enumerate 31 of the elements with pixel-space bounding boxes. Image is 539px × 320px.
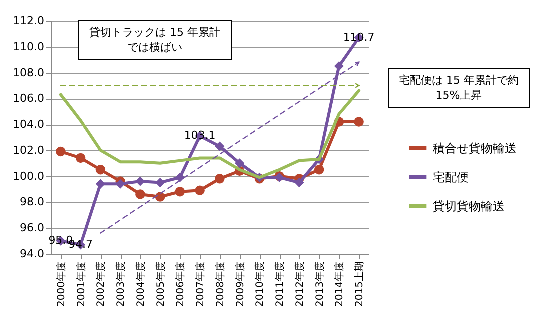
x-tick-label: 2015上期 [354, 262, 366, 307]
y-tick-label: 98.0 [20, 196, 44, 209]
x-tick-label: 2005年度 [154, 262, 167, 307]
annotation: 貸切トラックは 15 年累計では横ばい [78, 20, 232, 60]
y-tick-label: 96.0 [20, 222, 44, 235]
y-tick-label: 94.0 [20, 248, 44, 260]
x-tick-label: 2014年度 [334, 262, 346, 307]
legend-label: 積合せ貨物輸送 [433, 142, 517, 156]
text: 宅配便は 15 年累計で約 15%上昇 [388, 68, 530, 108]
x-tick-label: 2001年度 [75, 262, 88, 307]
x-tick-label: 2013年度 [314, 262, 326, 307]
legend-label: 宅配便 [433, 170, 469, 184]
y-tick-label: 108.0 [13, 66, 44, 80]
y-tick-label: 106.0 [13, 92, 44, 106]
x-tick-label: 2002年度 [95, 262, 108, 307]
y-tick-label: 102.0 [13, 144, 44, 157]
y-tick-label: 100.0 [13, 170, 44, 183]
x-tick-label: 2011年度 [274, 262, 286, 307]
x-tick-label: 2004年度 [134, 262, 147, 307]
x-tick-label: 2008年度 [214, 262, 226, 307]
x-tick-label: 2009年度 [234, 262, 246, 307]
x-tick-label: 2003年度 [115, 262, 128, 307]
legend-label: 貸切貨物輸送 [433, 200, 505, 214]
y-tick-label: 110.0 [13, 40, 44, 54]
x-tick-label: 2012年度 [294, 262, 306, 307]
x-tick-label: 2006年度 [174, 262, 187, 307]
y-tick-label: 112.0 [13, 14, 44, 28]
y-tick-label: 104.0 [13, 118, 44, 132]
x-tick-label: 2007年度 [194, 262, 207, 307]
x-tick-label: 2000年度 [55, 262, 68, 307]
x-tick-label: 2010年度 [254, 262, 266, 307]
